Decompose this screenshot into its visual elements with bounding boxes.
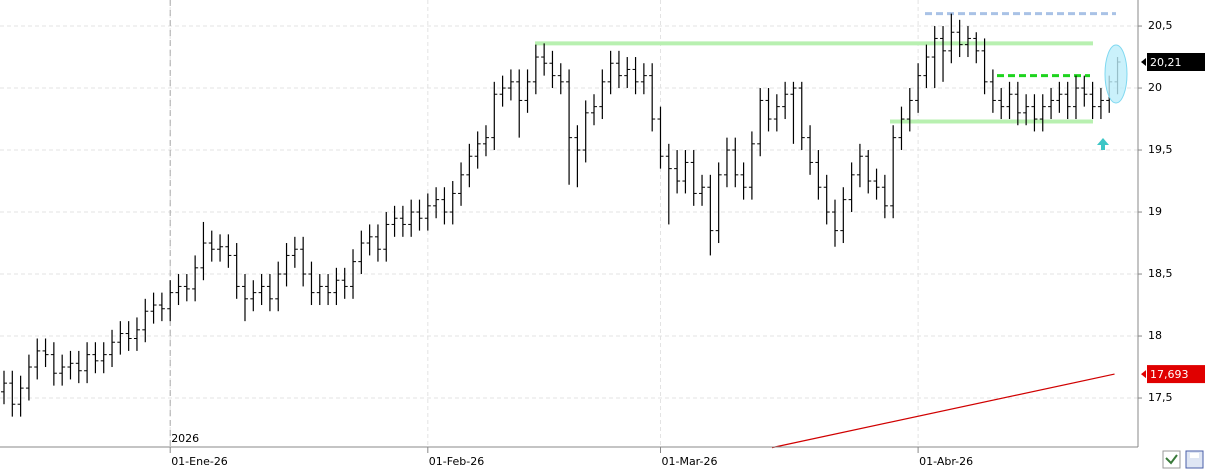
last-price-tag-pointer (1141, 57, 1146, 66)
highlight-ellipse (1104, 44, 1128, 104)
y-tick-label: 19,5 (1148, 143, 1173, 156)
y-tick-label: 17,5 (1148, 391, 1173, 404)
toolbar (1162, 450, 1204, 469)
x-tick-label: 01-Feb-26 (429, 455, 484, 468)
y-tick-label: 20,5 (1148, 19, 1173, 32)
ma-price-tag (1147, 365, 1205, 384)
y-tick-label: 18 (1148, 329, 1162, 342)
ma-price-tag-pointer (1141, 370, 1146, 379)
year-label: 2026 (171, 432, 199, 445)
toggle-icon (1165, 454, 1178, 465)
toggle-button[interactable] (1162, 450, 1181, 469)
x-tick-label: 01-Abr-26 (919, 455, 973, 468)
save-icon (1190, 453, 1199, 458)
last-price-tag (1147, 52, 1205, 71)
plot-area (0, 0, 1138, 449)
moving-average (771, 373, 1115, 449)
last-price-tag-label: 20,21 (1150, 56, 1182, 69)
y-tick-label: 18,5 (1148, 267, 1173, 280)
ma-price-tag-label: 17,693 (1150, 368, 1189, 381)
y-tick-label: 19 (1148, 205, 1162, 218)
x-tick-label: 01-Mar-26 (661, 455, 717, 468)
y-tick-label: 20 (1148, 81, 1162, 94)
up-arrow (1097, 138, 1109, 150)
x-tick-label: 01-Ene-26 (171, 455, 228, 468)
